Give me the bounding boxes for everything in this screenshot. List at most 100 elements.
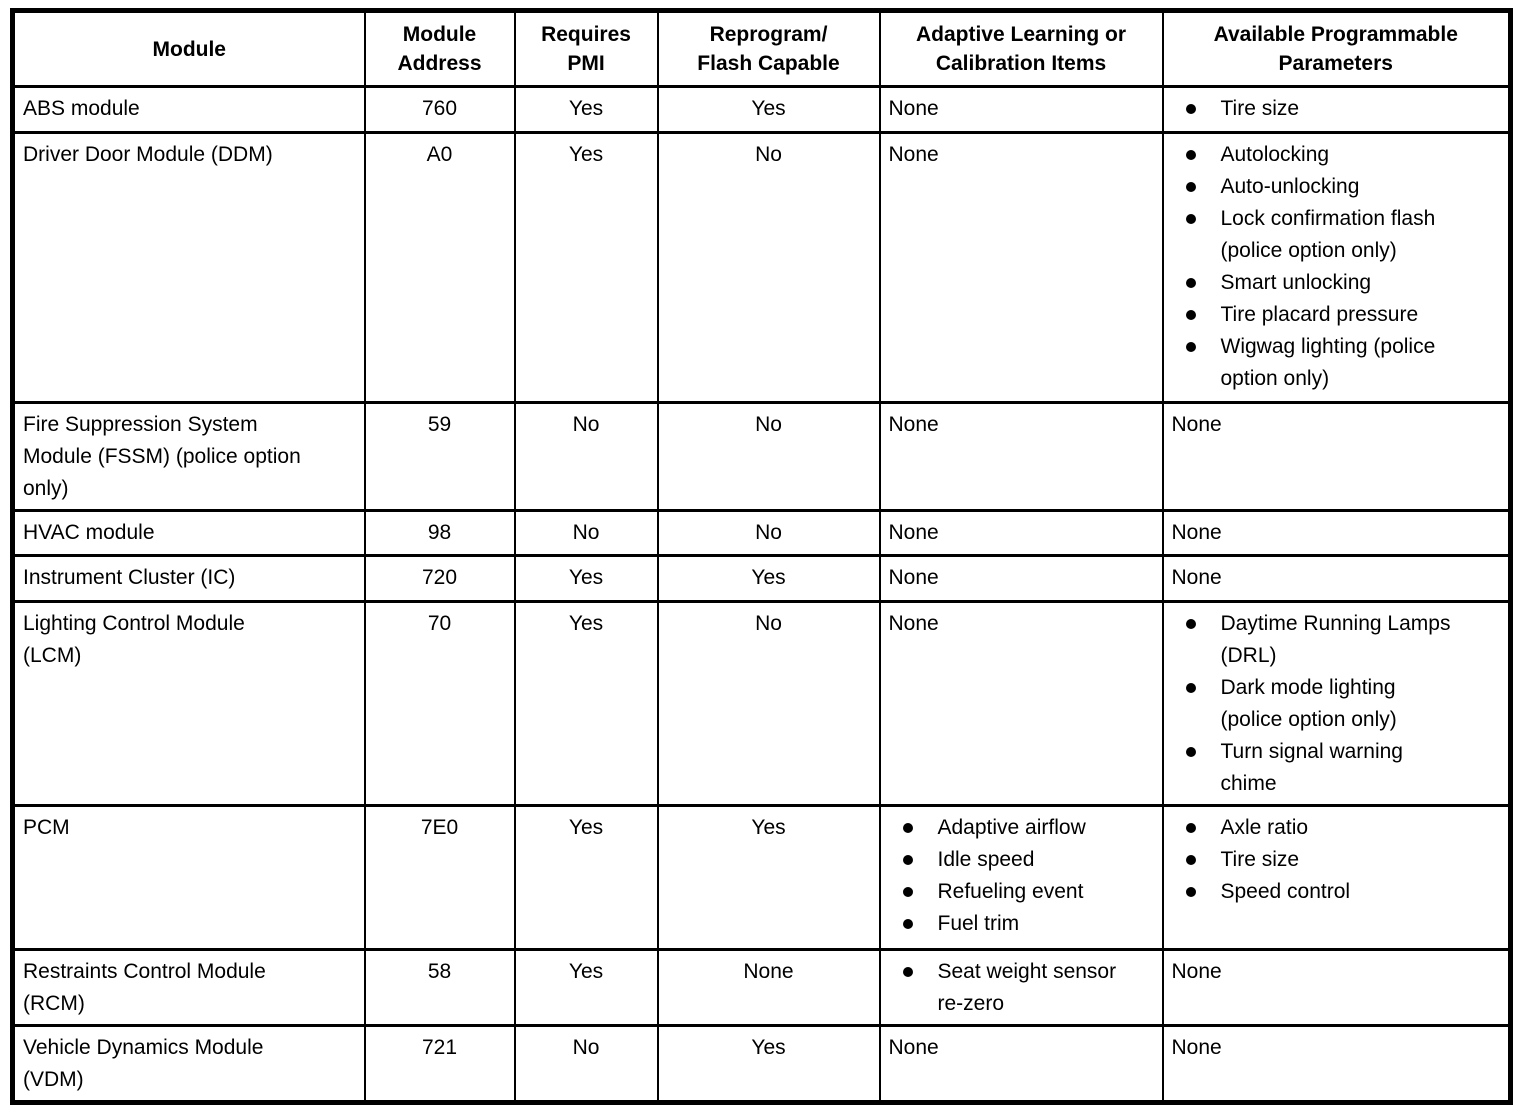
module-address-cell: 720 [363, 554, 516, 603]
column-header-label: Available Programmable Parameters [1213, 23, 1458, 75]
requires-pmi-value: Yes [568, 816, 604, 839]
reprogram-value: Yes [751, 566, 786, 589]
bullet-item: Seat weight sensor re-zero [889, 956, 1154, 1020]
bullet-label: Refueling event [937, 880, 1084, 903]
bullet-label: Tire placard pressure [1220, 303, 1419, 326]
bullet-icon [1185, 619, 1196, 629]
bullet-item: Tire size [1172, 93, 1501, 125]
table-row-ddm: Driver Door Module (DDM) A0 Yes No None … [11, 131, 1512, 404]
bullet-label: Speed control [1220, 880, 1351, 903]
reprogram-value: No [755, 413, 782, 436]
adaptive-cell: Adaptive airflow Idle speed Refueling ev… [878, 804, 1164, 951]
bullet-item: Autolocking [1172, 139, 1501, 171]
parameters-value: None [1171, 521, 1222, 544]
bullet-label: Fuel trim [937, 912, 1020, 935]
bullet-label: Axle ratio [1220, 816, 1309, 839]
module-address: 760 [421, 97, 458, 120]
bullet-icon [1185, 104, 1196, 114]
bullet-item: Turn signal warning chime [1172, 736, 1501, 800]
module-address-cell: 70 [363, 600, 516, 807]
reprogram-value: No [755, 521, 782, 544]
reprogram-cell: Yes [656, 554, 881, 603]
module-cell: Fire Suppression System Module (FSSM) (p… [11, 401, 366, 512]
requires-pmi-value: Yes [568, 143, 604, 166]
module-cell: PCM [11, 804, 366, 951]
requires-pmi-cell: No [513, 401, 659, 512]
module-cell: Vehicle Dynamics Module (VDM) [11, 1024, 366, 1104]
column-header-module-address: Module Address [363, 9, 516, 88]
column-header-reprogram: Reprogram/ Flash Capable [656, 9, 881, 88]
bullet-label: Dark mode lighting (police option only) [1220, 676, 1397, 731]
module-programming-table: Module Module Address Requires PMI Repro… [10, 8, 1513, 1105]
adaptive-cell: None [878, 600, 1164, 807]
adaptive-value: None [888, 612, 939, 635]
module-name: Lighting Control Module (LCM) [23, 612, 245, 667]
parameters-cell: Tire size [1161, 85, 1512, 134]
requires-pmi-value: No [572, 521, 600, 544]
bullet-item: Smart unlocking [1172, 267, 1501, 299]
table-row-ic: Instrument Cluster (IC) 720 Yes Yes None… [11, 554, 1512, 603]
bullet-item: Lock confirmation flash (police option o… [1172, 203, 1501, 267]
bullet-icon [1185, 214, 1196, 224]
column-header-label: Module [152, 37, 227, 61]
parameters-value: None [1171, 960, 1222, 983]
parameters-cell: None [1161, 1024, 1512, 1104]
bullet-label: Daytime Running Lamps (DRL) [1220, 612, 1451, 667]
bullet-label: Tire size [1220, 97, 1300, 120]
module-cell: Instrument Cluster (IC) [11, 554, 366, 603]
bullet-icon [902, 887, 913, 897]
bullet-item: Tire size [1172, 844, 1501, 876]
module-address-cell: 98 [363, 509, 516, 557]
adaptive-cell: Seat weight sensor re-zero [878, 948, 1164, 1027]
module-address: 98 [427, 521, 452, 544]
table-row-rcm: Restraints Control Module (RCM) 58 Yes N… [11, 948, 1512, 1027]
reprogram-cell: Yes [656, 85, 881, 134]
reprogram-value: Yes [751, 97, 786, 120]
module-name: Restraints Control Module (RCM) [23, 960, 266, 1015]
requires-pmi-value: Yes [568, 566, 604, 589]
reprogram-value: No [755, 143, 782, 166]
module-cell: Driver Door Module (DDM) [11, 131, 366, 404]
requires-pmi-cell: Yes [513, 948, 659, 1027]
module-address-cell: 721 [363, 1024, 516, 1104]
reprogram-cell: No [656, 509, 881, 557]
adaptive-value: None [888, 413, 939, 436]
module-name: Vehicle Dynamics Module (VDM) [23, 1036, 264, 1091]
reprogram-cell: Yes [656, 1024, 881, 1104]
column-header-label: Module Address [397, 23, 482, 75]
requires-pmi-cell: Yes [513, 131, 659, 404]
adaptive-cell: None [878, 401, 1164, 512]
parameters-cell: None [1161, 554, 1512, 603]
bullet-icon [1185, 747, 1196, 757]
column-header-parameters: Available Programmable Parameters [1161, 9, 1512, 88]
bullet-label: Tire size [1220, 848, 1300, 871]
bullet-item: Speed control [1172, 876, 1501, 908]
module-cell: Lighting Control Module (LCM) [11, 600, 366, 807]
adaptive-value: None [888, 1036, 939, 1059]
bullet-icon [902, 855, 913, 865]
bullet-label: Smart unlocking [1220, 271, 1372, 294]
requires-pmi-value: Yes [568, 612, 604, 635]
module-address: 720 [421, 566, 458, 589]
bullet-label: Adaptive airflow [937, 816, 1086, 839]
module-name: Driver Door Module (DDM) [23, 143, 273, 166]
bullet-item: Tire placard pressure [1172, 299, 1501, 331]
module-name: PCM [23, 816, 70, 839]
reprogram-cell: None [656, 948, 881, 1027]
bullet-item: Fuel trim [889, 908, 1154, 940]
requires-pmi-cell: No [513, 509, 659, 557]
adaptive-cell: None [878, 131, 1164, 404]
column-header-requires-pmi: Requires PMI [513, 9, 659, 88]
adaptive-value: None [888, 97, 939, 120]
module-name: HVAC module [23, 521, 155, 544]
module-address: 58 [427, 960, 452, 983]
module-address: 70 [427, 612, 452, 635]
bullet-label: Wigwag lighting (police option only) [1220, 335, 1436, 390]
column-header-label: Reprogram/ Flash Capable [697, 23, 840, 75]
bullet-icon [1185, 278, 1196, 288]
bullet-icon [1185, 823, 1196, 833]
header-row: Module Module Address Requires PMI Repro… [11, 9, 1512, 88]
module-name: ABS module [23, 97, 140, 120]
reprogram-value: No [755, 612, 782, 635]
bullet-label: Auto-unlocking [1220, 175, 1360, 198]
